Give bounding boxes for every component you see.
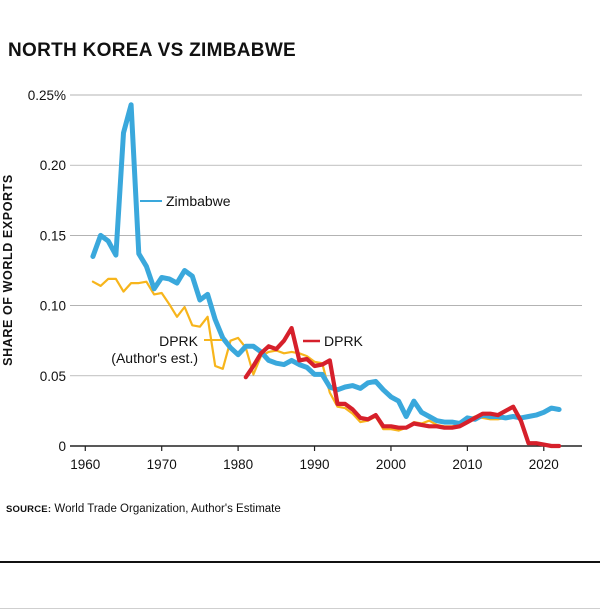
x-tick-label: 2020: [529, 457, 559, 472]
dprk-line: [243, 326, 562, 449]
y-axis-title: SHARE OF WORLD EXPORTS: [1, 174, 15, 366]
source-label: SOURCE:: [6, 504, 52, 515]
x-tick-label: 1980: [223, 457, 253, 472]
x-tick-label: 1990: [300, 457, 330, 472]
dprk-estimate-label-note: (Author's est.): [111, 350, 198, 366]
y-tick-label: 0.25%: [28, 88, 66, 103]
source-note: SOURCE: World Trade Organization, Author…: [6, 503, 281, 515]
x-tick-label: 1970: [147, 457, 177, 472]
divider-rule: [0, 561, 600, 563]
source-text: World Trade Organization, Author's Estim…: [54, 503, 281, 515]
x-tick-label: 1960: [70, 457, 100, 472]
series-lines: [90, 102, 562, 449]
x-tick-label: 2000: [376, 457, 406, 472]
zimbabwe-label: Zimbabwe: [166, 193, 231, 209]
line-chart: 0 0.05 0.10 0.15 0.20 0.25% 1960 1970 1980 1990 20…: [1, 88, 582, 472]
dprk-estimate-label: DPRK: [159, 333, 199, 349]
y-tick-label: 0.05: [40, 369, 66, 384]
dprk-label: DPRK: [324, 333, 364, 349]
y-tick-label: 0.10: [40, 299, 66, 314]
x-tick-label: 2010: [452, 457, 482, 472]
y-tick-label: 0.20: [40, 158, 66, 173]
footer-rule: [0, 608, 600, 609]
y-tick-label: 0: [58, 439, 66, 454]
axes: 0 0.05 0.10 0.15 0.20 0.25% 1960 1970 1980 1990 20…: [28, 88, 582, 472]
chart-title: NORTH KOREA VS ZIMBABWE: [8, 40, 297, 61]
y-tick-label: 0.15: [40, 228, 66, 243]
